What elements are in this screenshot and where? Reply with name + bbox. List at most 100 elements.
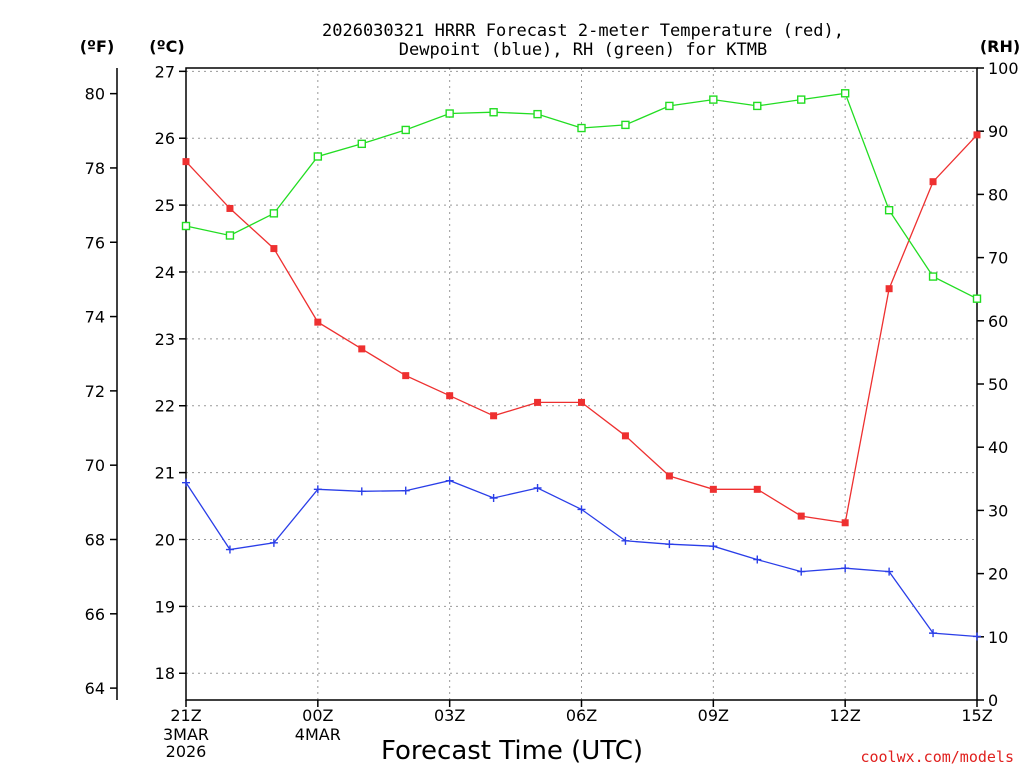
dewpoint-point — [269, 538, 278, 547]
dewpoint-point — [797, 567, 806, 576]
rh-point — [621, 120, 630, 130]
fahrenheit-tick-label: 72 — [85, 382, 105, 401]
temperature-point — [885, 285, 893, 293]
rh-point — [928, 272, 938, 281]
rh-point — [357, 139, 366, 149]
temperature-point — [490, 412, 498, 420]
rh-point — [269, 209, 279, 218]
dewpoint-point — [225, 545, 234, 554]
dewpoint-point — [577, 505, 586, 514]
x-tick-label: 09Z — [698, 706, 729, 725]
dewpoint-point — [841, 564, 850, 573]
rh-tick-label: 90 — [988, 122, 1008, 141]
axes — [110, 67, 984, 707]
credit-text: coolwx.com/models — [860, 748, 1014, 766]
rh-point — [884, 205, 894, 215]
rh-tick-label: 60 — [988, 312, 1008, 331]
rh-tick-label: 30 — [988, 501, 1008, 520]
temperature-point — [973, 131, 981, 139]
temperature-point — [929, 178, 937, 186]
fahrenheit-tick-label: 70 — [85, 456, 105, 475]
temperature-point — [797, 512, 805, 520]
fahrenheit-tick-label: 68 — [85, 530, 105, 549]
x-tick-sublabel: 2026 — [166, 742, 207, 761]
celsius-tick-label: 22 — [155, 397, 175, 416]
temperature-point — [446, 392, 454, 400]
dewpoint-point — [929, 629, 938, 638]
dewpoint-line — [185, 479, 978, 638]
dewpoint-point — [753, 555, 762, 564]
celsius-tick-label: 18 — [155, 664, 175, 683]
rh-point — [753, 101, 762, 111]
fahrenheit-tick-label: 78 — [85, 159, 105, 178]
rh-tick-label: 0 — [988, 691, 998, 710]
dewpoint-point — [973, 632, 981, 641]
rh-point — [181, 221, 191, 231]
grid-lines — [186, 68, 977, 700]
fahrenheit-tick-label: 66 — [85, 605, 105, 624]
celsius-tick-label: 24 — [155, 263, 175, 282]
rh-axis-unit: (RH) — [980, 37, 1020, 56]
rh-point — [313, 152, 323, 161]
dewpoint-point — [533, 483, 542, 492]
temperature-point — [270, 245, 278, 253]
x-tick-label: 15Z — [961, 706, 992, 725]
rh-tick-label: 100 — [988, 59, 1019, 78]
fahrenheit-axis-unit: (ºF) — [80, 37, 115, 56]
dewpoint-point — [401, 486, 410, 495]
temperature-point — [314, 318, 322, 326]
celsius-tick-label: 19 — [155, 597, 175, 616]
chart-title-line-1: 2026030321 HRRR Forecast 2-meter Tempera… — [322, 21, 844, 41]
rh-tick-label: 20 — [988, 565, 1008, 584]
x-tick-label: 12Z — [830, 706, 861, 725]
rh-tick-label: 80 — [988, 185, 1008, 204]
temperature-point — [665, 472, 673, 480]
rh-point — [489, 108, 498, 117]
celsius-tick-label: 21 — [155, 464, 175, 483]
dewpoint-point — [445, 476, 454, 485]
rh-tick-label: 40 — [988, 438, 1008, 457]
fahrenheit-tick-label: 76 — [85, 233, 105, 252]
x-tick-sublabel: 4MAR — [295, 725, 341, 744]
fahrenheit-tick-label: 64 — [85, 679, 105, 698]
dewpoint-point — [885, 567, 894, 576]
rh-tick-label: 50 — [988, 375, 1008, 394]
temperature-point — [182, 158, 190, 166]
rh-tick-label: 70 — [988, 249, 1008, 268]
x-tick-label: 00Z — [302, 706, 333, 725]
temperature-point — [753, 485, 761, 493]
x-tick-label: 06Z — [566, 706, 597, 725]
dewpoint-point — [357, 487, 366, 496]
temperature-point — [841, 519, 849, 527]
fahrenheit-tick-label: 74 — [85, 308, 105, 327]
rh-point — [709, 95, 718, 104]
rh-point — [225, 231, 235, 240]
temperature-point — [402, 372, 410, 380]
rh-point — [401, 125, 410, 135]
rh-point — [577, 123, 586, 133]
chart-title-line-2: Dewpoint (blue), RH (green) for KTMB — [399, 40, 767, 60]
x-tick-label: 03Z — [434, 706, 465, 725]
celsius-tick-label: 25 — [155, 196, 175, 215]
rh-point — [533, 109, 542, 119]
rh-point — [972, 294, 982, 303]
rh-point — [665, 101, 674, 111]
temperature-point — [358, 345, 366, 353]
dewpoint-point — [709, 542, 718, 551]
rh-point — [797, 95, 806, 104]
plot-frame — [185, 67, 978, 701]
x-tick-label: 21Z — [170, 706, 201, 725]
celsius-axis-unit: (ºC) — [149, 37, 184, 56]
temperature-point — [578, 398, 585, 406]
temperature-point — [226, 204, 234, 212]
temperature-point — [534, 398, 542, 406]
dewpoint-point — [313, 485, 322, 494]
x-tick-sublabel: 3MAR — [163, 725, 209, 744]
temperature-point — [621, 432, 629, 440]
celsius-tick-label: 26 — [155, 129, 175, 148]
rh-tick-label: 10 — [988, 628, 1008, 647]
x-axis-label: Forecast Time (UTC) — [381, 736, 643, 766]
series-layer — [181, 89, 982, 641]
rh-point — [840, 89, 850, 98]
